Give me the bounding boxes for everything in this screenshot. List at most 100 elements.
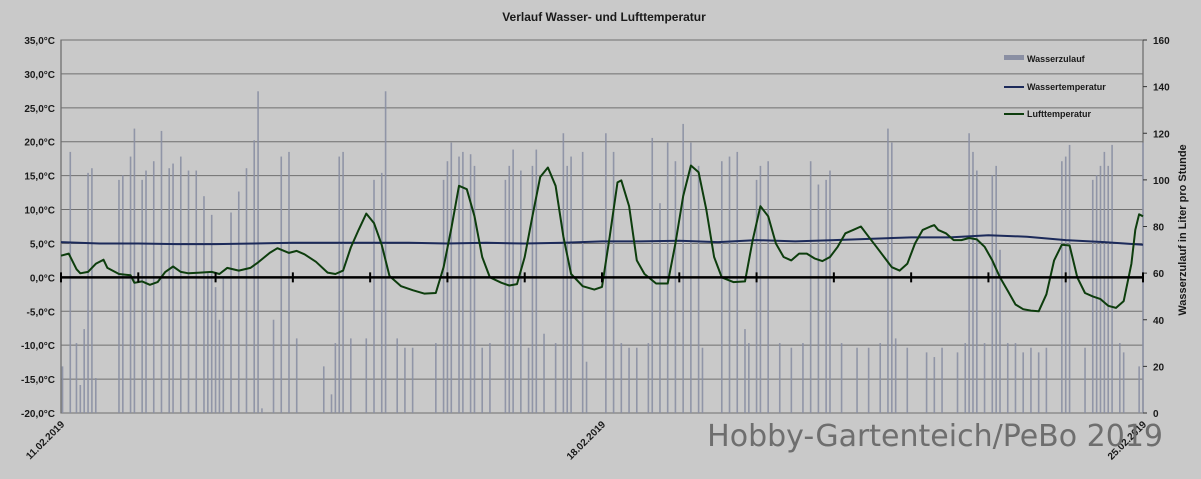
- bar-wasserzulauf: [1068, 144, 1071, 413]
- bar-wasserzulauf: [207, 273, 209, 413]
- bar-wasserzulauf: [562, 133, 565, 413]
- bar-wasserzulauf: [570, 156, 572, 413]
- y-left-tick-label: -5,0°C: [27, 307, 55, 318]
- bar-wasserzulauf: [133, 128, 136, 413]
- y-right-tick-label: 140: [1153, 83, 1170, 94]
- bar-wasserzulauf: [748, 343, 750, 413]
- bar-wasserzulauf: [168, 168, 170, 413]
- bar-wasserzulauf: [91, 168, 93, 413]
- bar-wasserzulauf: [187, 170, 190, 413]
- bar-wasserzulauf: [887, 128, 889, 413]
- y-left-tick-label: -15,0°C: [21, 375, 55, 386]
- legend: Wasserzulauf Wassertemperatur Lufttemper…: [1004, 54, 1106, 119]
- bar-wasserzulauf: [543, 333, 545, 413]
- bar-wasserzulauf: [682, 123, 684, 414]
- bar-wasserzulauf: [817, 184, 820, 413]
- bar-wasserzulauf: [991, 175, 994, 413]
- bar-wasserzulauf: [759, 165, 762, 413]
- bar-wasserzulauf: [829, 170, 831, 413]
- bar-wasserzulauf: [373, 179, 375, 413]
- bar-wasserzulauf: [442, 179, 445, 413]
- bar-wasserzulauf: [1103, 151, 1106, 413]
- bar-wasserzulauf: [365, 338, 368, 413]
- bar-wasserzulauf: [1045, 347, 1048, 413]
- bar-wasserzulauf: [458, 156, 460, 413]
- bar-wasserzulauf: [396, 338, 398, 413]
- bar-wasserzulauf: [218, 319, 221, 413]
- legend-label-lufttemperatur: Lufttemperatur: [1027, 109, 1091, 119]
- bar-wasserzulauf: [581, 151, 584, 413]
- bar-wasserzulauf: [1030, 347, 1032, 413]
- bar-wasserzulauf: [1064, 156, 1067, 413]
- bar-wasserzulauf: [906, 347, 909, 413]
- bar-wasserzulauf: [141, 179, 143, 413]
- lines: [60, 164, 1144, 313]
- bar-wasserzulauf: [566, 165, 569, 413]
- legend-label-wassertemperatur: Wassertemperatur: [1027, 82, 1106, 92]
- bar-wasserzulauf: [222, 277, 225, 413]
- bar-wasserzulauf: [338, 156, 341, 413]
- bar-wasserzulauf: [384, 91, 387, 413]
- bar-wasserzulauf: [995, 165, 997, 413]
- y-left-tick-label: 20,0°C: [24, 138, 55, 149]
- bar-wasserzulauf: [245, 168, 248, 413]
- y-left-tick-label: -10,0°C: [21, 341, 55, 352]
- y-right-tick-label: 100: [1153, 176, 1170, 187]
- bar-wasserzulauf: [585, 361, 588, 413]
- bar-wasserzulauf: [404, 347, 406, 413]
- bar-wasserzulauf: [825, 179, 827, 413]
- bar-wasserzulauf: [210, 214, 213, 413]
- bar-wasserzulauf: [728, 156, 731, 413]
- y-left-tick-label: 5,0°C: [30, 239, 55, 250]
- bar-wasserzulauf: [94, 378, 97, 413]
- y-left-tick-label: -20,0°C: [21, 409, 55, 420]
- watermark: Hobby-Gartenteich/PeBo 2019: [707, 419, 1163, 454]
- bar-wasserzulauf: [535, 149, 538, 413]
- bar-wasserzulauf: [983, 343, 986, 413]
- y-left-tick-label: 35,0°C: [24, 36, 55, 47]
- bar-wasserzulauf: [61, 366, 64, 413]
- bar-wasserzulauf: [612, 151, 615, 413]
- bar-wasserzulauf: [145, 170, 147, 413]
- bar-wasserzulauf: [214, 287, 217, 413]
- bar-wasserzulauf: [1037, 352, 1040, 413]
- y-left-tick-label: 25,0°C: [24, 104, 55, 115]
- bar-wasserzulauf: [160, 130, 163, 413]
- bar-wasserzulauf: [172, 163, 174, 413]
- bar-wasserzulauf: [469, 154, 472, 413]
- bar-wasserzulauf: [720, 161, 723, 413]
- bar-wasserzulauf: [1006, 343, 1009, 413]
- bar-wasserzulauf: [179, 156, 182, 413]
- bar-wasserzulauf: [925, 352, 928, 413]
- y-right-tick-label: 80: [1153, 223, 1165, 234]
- bar-wasserzulauf: [411, 347, 414, 413]
- bar-wasserzulauf: [508, 165, 511, 413]
- bar-wasserzulauf: [790, 347, 793, 413]
- bar-wasserzulauf: [152, 161, 155, 413]
- bar-wasserzulauf: [350, 338, 352, 413]
- bar-wasserzulauf: [867, 347, 870, 413]
- bar-wasserzulauf: [620, 343, 623, 413]
- bar-wasserzulauf: [435, 343, 437, 413]
- y-left-tick-label: 0,0°C: [30, 273, 55, 284]
- bar-wasserzulauf: [280, 156, 283, 413]
- bar-wasserzulauf: [697, 165, 700, 413]
- bar-wasserzulauf: [972, 151, 974, 413]
- bar-wasserzulauf: [272, 319, 275, 413]
- bar-wasserzulauf: [635, 347, 638, 413]
- bar-wasserzulauf: [879, 343, 882, 413]
- y-right-tick-label: 60: [1153, 269, 1165, 280]
- bar-wasserzulauf: [79, 385, 82, 413]
- bar-wasserzulauf: [554, 343, 557, 413]
- bar-wasserzulauf: [330, 394, 333, 413]
- bar-wasserzulauf: [999, 249, 1001, 413]
- bar-wasserzulauf: [87, 172, 89, 413]
- bar-wasserzulauf: [257, 91, 259, 413]
- y-right-tick-label: 160: [1153, 36, 1170, 47]
- bar-wasserzulauf: [894, 338, 897, 413]
- bar-wasserzulauf: [744, 329, 746, 413]
- bar-wasserzulauf: [605, 133, 607, 413]
- y-right-tick-label: 20: [1153, 362, 1165, 373]
- bar-wasserzulauf: [802, 343, 804, 413]
